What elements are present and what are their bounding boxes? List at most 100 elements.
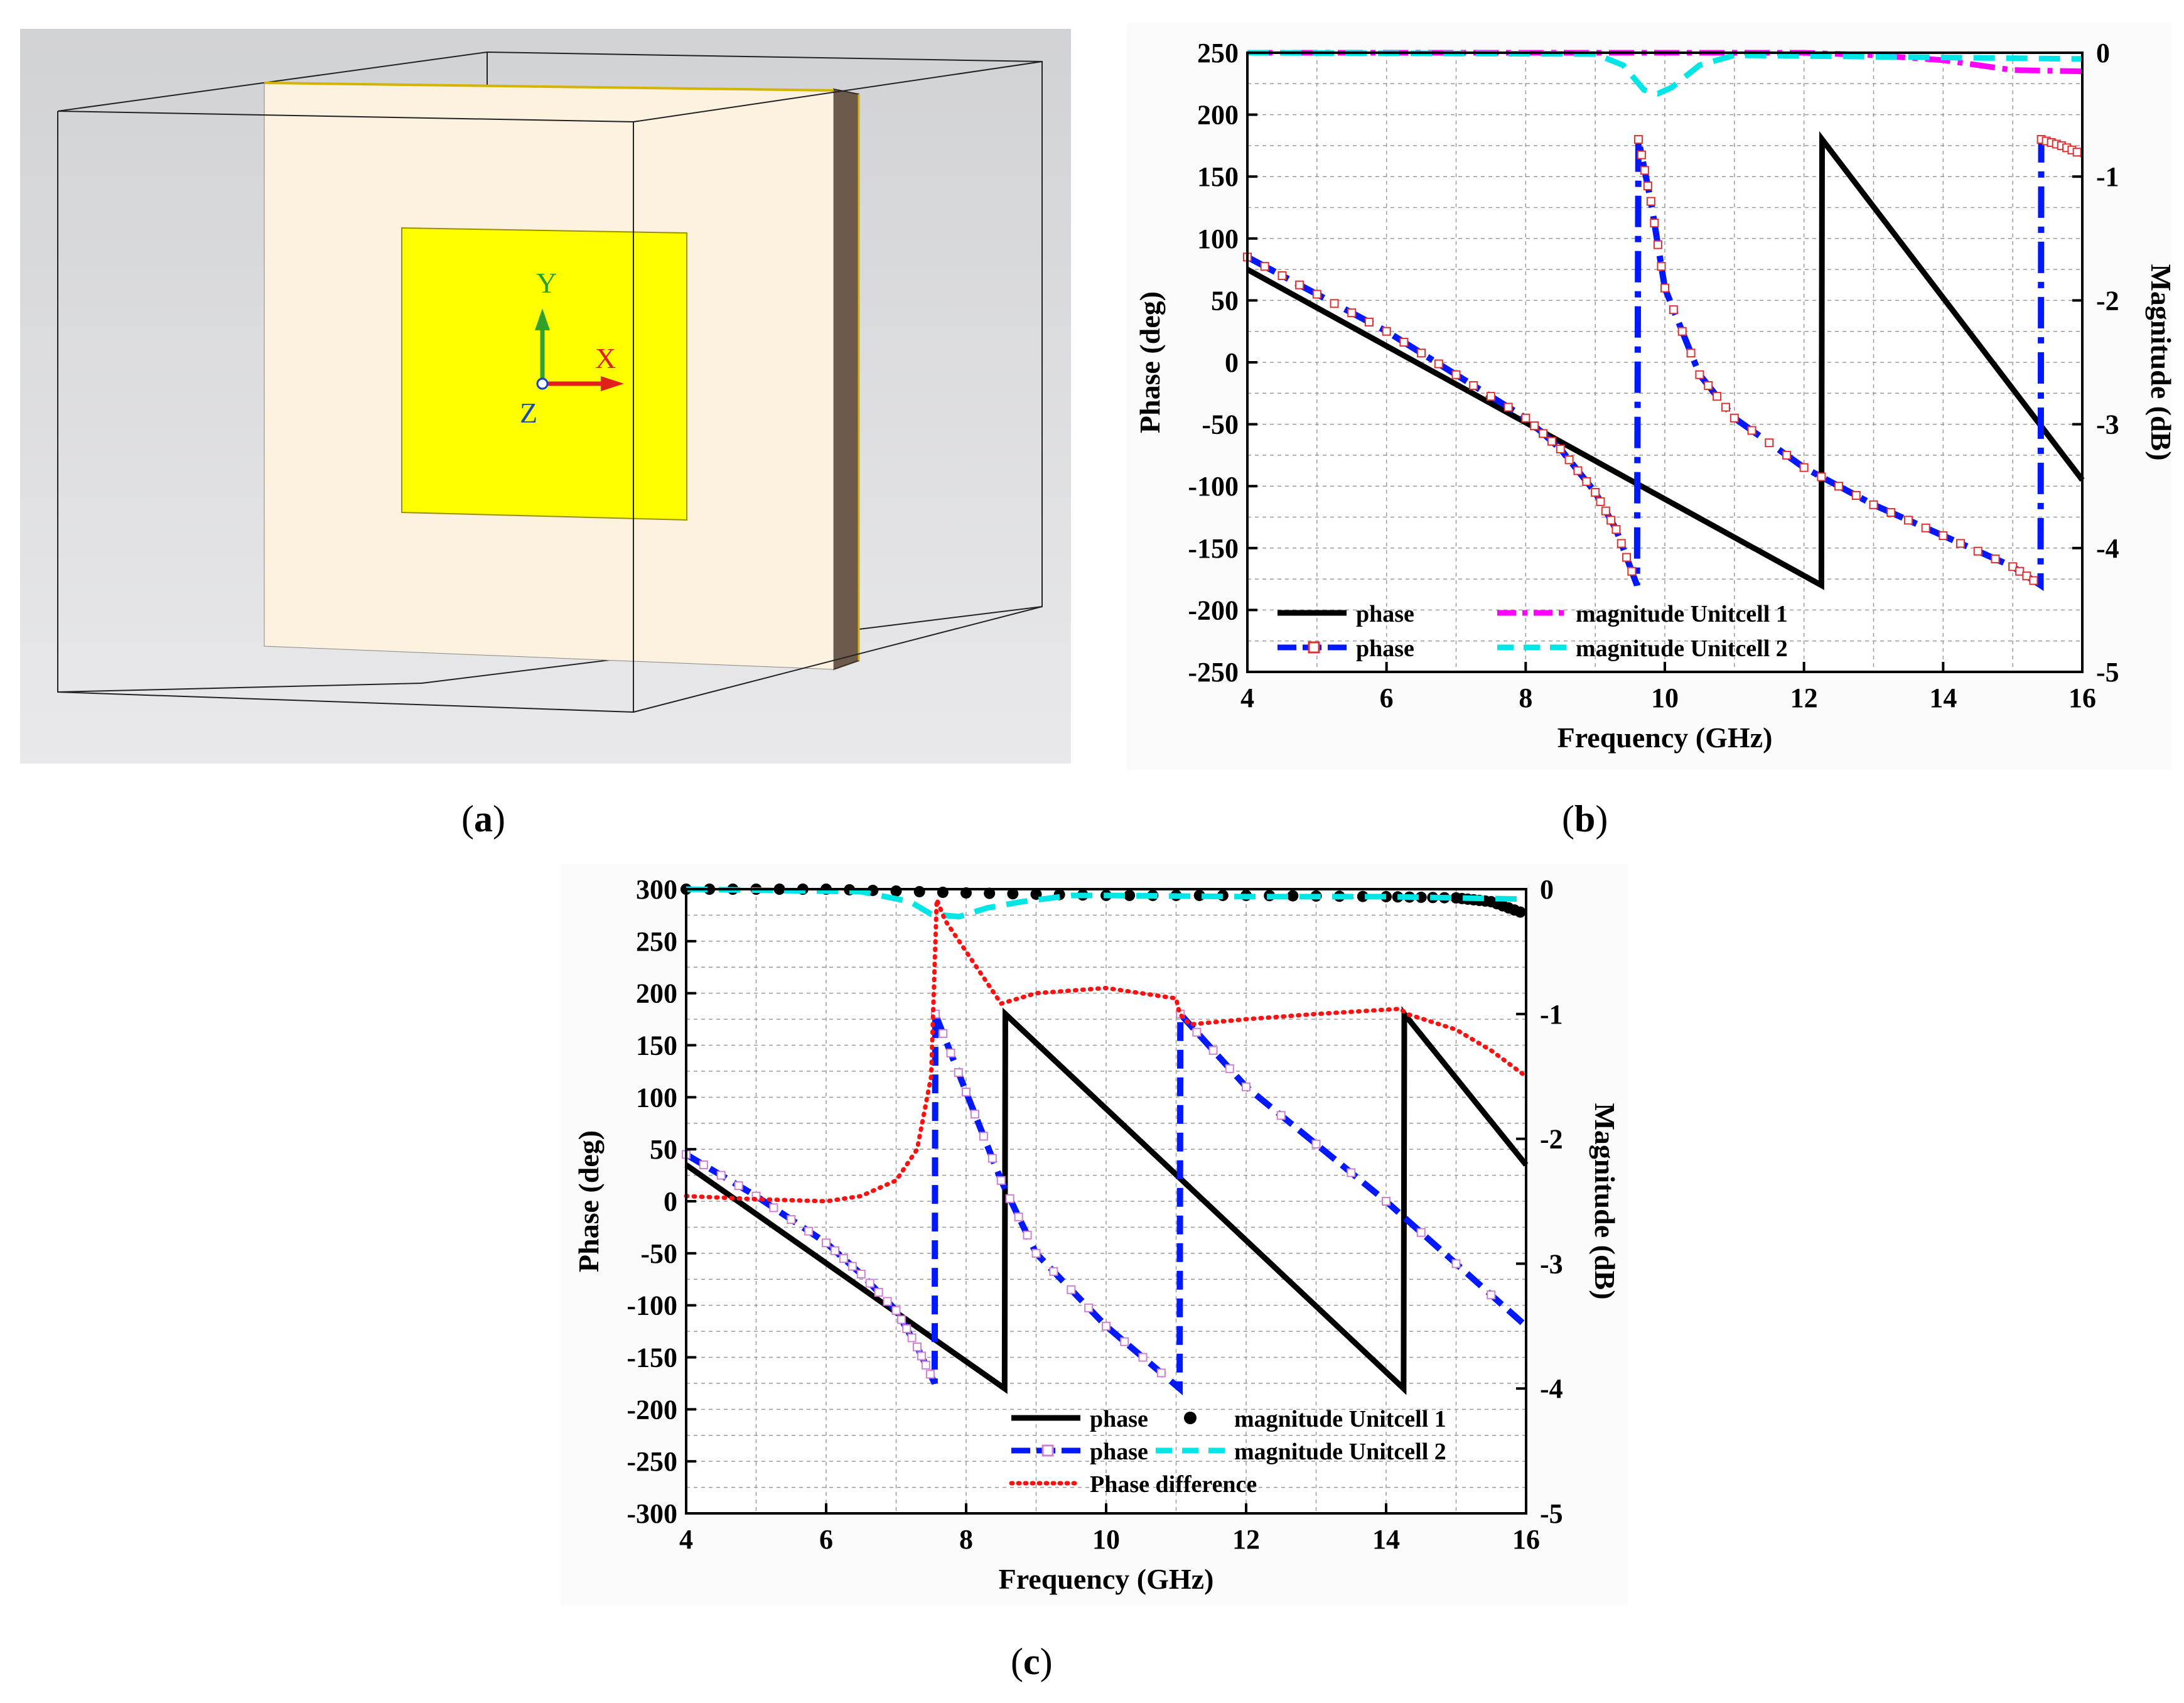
- phase-unitcell-2-marker: [1504, 403, 1513, 412]
- series-magnitude-unitcell-2: [1247, 50, 2083, 97]
- x-tick-label: 6: [819, 1524, 833, 1555]
- magnitude-unitcell-1-point: [984, 887, 996, 899]
- y2-tick-label: -5: [2096, 657, 2119, 688]
- phase-unitcell-2-marker: [1627, 566, 1637, 576]
- magnitude-unitcell-1-point: [1287, 890, 1299, 902]
- chart-c-svg: 4 6 8 10 12 14 16300250200150100500-50-100-150…: [573, 874, 1621, 1595]
- phase-unitcell-2-marker: [1834, 482, 1844, 491]
- y-axis-arrow-icon: [535, 308, 550, 330]
- axis-triad: [535, 308, 624, 391]
- phase-unitcell-2-marker: [1695, 370, 1704, 379]
- phase-unitcell-2-marker: [769, 1203, 778, 1213]
- phase-unitcell-2-marker: [734, 1181, 743, 1191]
- y-tick-label: 250: [636, 926, 677, 957]
- phase-unitcell-2-marker: [1686, 349, 1696, 358]
- phase-unitcell-2-marker: [1640, 166, 1649, 175]
- phase-unitcell-2-marker: [1417, 349, 1426, 358]
- phase-unitcell-2-marker: [1469, 381, 1478, 390]
- phase-unitcell-2-marker: [1278, 271, 1287, 280]
- chart-b-svg: 4 6 8 10 12 14 16250200150100500-50-100-150-20…: [1134, 38, 2171, 754]
- y-tick-label: 100: [636, 1082, 677, 1113]
- phase-unitcell-2-marker: [1817, 472, 1826, 482]
- legend-label: magnitude Unitcell 2: [1576, 635, 1788, 662]
- phase-unitcell-2-marker: [1869, 500, 1878, 509]
- phase-unitcell-2-marker: [1991, 554, 2000, 564]
- legend-label: phase: [1356, 635, 1414, 662]
- phase-unitcell-2-marker: [1192, 1027, 1202, 1037]
- y-tick-label: -50: [640, 1238, 677, 1269]
- phase-unitcell-2-marker: [1416, 1228, 1426, 1237]
- phase-unitcell-2-marker: [921, 1360, 930, 1370]
- magnitude-unitcell-1-point: [913, 885, 925, 897]
- phase-unitcell-2-marker: [865, 1279, 874, 1288]
- magnitude-unitcell-1-point: [1124, 889, 1136, 901]
- y-tick-label: -300: [627, 1498, 677, 1529]
- y2-tick-label: -3: [2096, 409, 2119, 440]
- x-tick-label: 14: [1372, 1524, 1400, 1555]
- legend-label: magnitude Unitcell 1: [1576, 601, 1788, 627]
- phase-unitcell-2-marker: [902, 1324, 912, 1333]
- z-axis-dot-icon: [536, 377, 549, 390]
- phase-unitcell-2-marker: [979, 1132, 988, 1141]
- x-tick-label: 14: [1929, 683, 1957, 713]
- phase-unitcell-2-marker: [1014, 1212, 1023, 1221]
- phase-unitcell-2-marker: [1939, 531, 1948, 541]
- phase-unitcell-2-marker: [1564, 455, 1574, 465]
- axis-label-x: X: [595, 342, 616, 374]
- phase-unitcell-2-marker: [1886, 508, 1896, 517]
- phase-unitcell-2-marker: [1653, 240, 1662, 249]
- phase-unitcell-2-marker: [1049, 1267, 1058, 1276]
- y-tick-label: -50: [1202, 409, 1239, 440]
- y-axis-label: Phase (deg): [573, 1130, 605, 1272]
- phase-unitcell-2-marker: [1660, 283, 1669, 293]
- y-tick-label: -150: [1188, 533, 1239, 564]
- magnitude-unitcell-1-point: [890, 885, 902, 897]
- phase-unitcell-2-marker: [883, 1297, 892, 1306]
- phase-unitcell-2-marker: [874, 1287, 883, 1297]
- phase-unitcell-2-marker: [1347, 1168, 1356, 1177]
- phase-unitcell-2-marker: [896, 1315, 906, 1324]
- phase-unitcell-2-marker: [1295, 280, 1304, 289]
- phase-unitcell-2-marker: [1451, 370, 1461, 379]
- phase-unitcell-2-marker: [1611, 525, 1621, 534]
- y-tick-label: 0: [664, 1186, 677, 1217]
- phase-unitcell-2-marker: [907, 1333, 917, 1343]
- y-tick-label: 250: [1197, 38, 1239, 68]
- magnitude-unitcell-1-point: [1007, 888, 1019, 900]
- phase-unitcell-2-marker: [1138, 1353, 1148, 1362]
- y-tick-label: 300: [636, 874, 677, 905]
- legend-label: Phase difference: [1090, 1471, 1257, 1498]
- phase-unitcell-2-marker: [1643, 181, 1652, 190]
- y-tick-label: 50: [1211, 285, 1239, 316]
- phase-unitcell-2-marker: [1573, 466, 1583, 475]
- phase-unitcell-2-marker: [1729, 413, 1739, 423]
- phase-unitcell-2-marker: [1556, 445, 1565, 454]
- phase-unitcell-2-marker: [1382, 1197, 1391, 1206]
- legend-label: magnitude Unitcell 2: [1234, 1439, 1446, 1465]
- y2-tick-label: -4: [1540, 1373, 1563, 1404]
- phase-unitcell-2-marker: [1242, 1082, 1251, 1091]
- phase-unitcell-2-marker: [1031, 1248, 1041, 1258]
- y-tick-label: -200: [627, 1394, 677, 1425]
- y-tick-label: -250: [627, 1446, 677, 1477]
- phase-unitcell-2-marker: [1539, 429, 1548, 438]
- x-tick-label: 12: [1790, 683, 1818, 713]
- phase-unitcell-2-marker: [1765, 438, 1774, 448]
- phase-unitcell-2-marker: [1225, 1064, 1234, 1073]
- phase-unitcell-2-marker: [1312, 289, 1321, 299]
- legend-label: phase: [1356, 601, 1414, 627]
- y2-tick-label: -1: [1540, 999, 1563, 1030]
- phase-unitcell-2-marker: [1451, 1259, 1461, 1268]
- phase-unitcell-2-marker: [1721, 403, 1730, 412]
- phase-unitcell-2-marker: [1973, 546, 1982, 556]
- phase-unitcell-2-marker: [1582, 477, 1591, 486]
- phase-unitcell-2-marker: [1596, 497, 1605, 506]
- legend-label: phase: [1090, 1406, 1148, 1432]
- phase-unitcell-2-marker: [1260, 262, 1269, 271]
- phase-unitcell-2-marker: [2022, 571, 2031, 581]
- y2-tick-label: -1: [2096, 161, 2119, 192]
- phase-unitcell-2-marker: [1591, 488, 1600, 497]
- phase-unitcell-2-marker: [1347, 308, 1357, 318]
- phase-unitcell-2-marker: [847, 1262, 857, 1271]
- magnitude-unitcell-1-point: [1514, 906, 1526, 918]
